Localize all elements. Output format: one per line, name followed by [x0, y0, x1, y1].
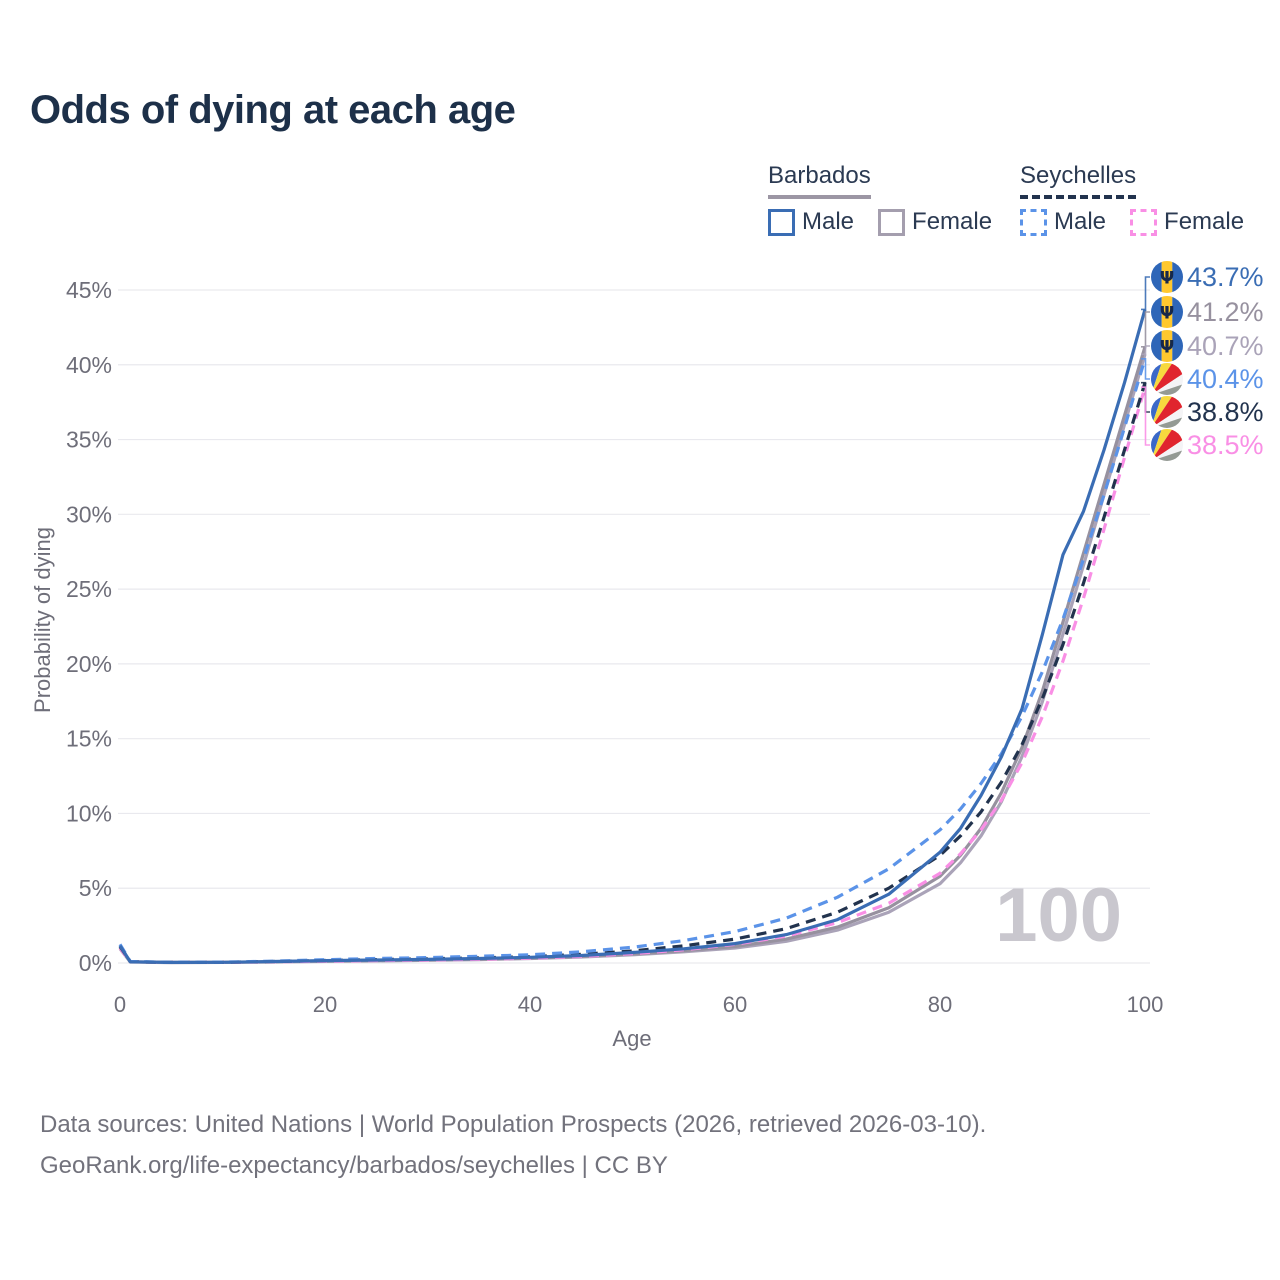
flag-icon-barbados: Ψ: [1151, 296, 1183, 328]
y-tick-label-20: 20%: [66, 651, 112, 677]
series-line-seychelles-male[interactable]: [118, 358, 1147, 964]
y-tick-label-40: 40%: [66, 352, 112, 378]
y-tick-label-45: 45%: [66, 277, 112, 303]
y-tick-label-30: 30%: [66, 501, 112, 527]
legend-item-seychelles-female[interactable]: Female: [1130, 208, 1244, 236]
x-axis-title: Age: [612, 1026, 652, 1051]
label-connector-seychelles-male: [1141, 358, 1150, 380]
svg-text:Ψ: Ψ: [1160, 269, 1174, 289]
legend-label-seychelles-male: Male: [1054, 208, 1107, 235]
checkbox-seychelles-female[interactable]: [1130, 208, 1158, 236]
legend-group-barbados: Barbados Male Female: [768, 162, 992, 236]
end-value-label-barbados-female: 40.7%: [1187, 331, 1264, 361]
page-title: Odds of dying at each age: [30, 88, 516, 132]
svg-text:Ψ: Ψ: [1160, 304, 1174, 324]
flag-icon-barbados: Ψ: [1151, 330, 1183, 362]
y-tick-label-0: 0%: [79, 950, 112, 976]
checkbox-barbados-male[interactable]: [768, 208, 795, 236]
x-tick-label-0: 0: [114, 992, 126, 1017]
label-connector-barbados-female: [1141, 345, 1150, 356]
legend-item-barbados-female[interactable]: Female: [878, 208, 992, 236]
end-value-label-barbados-total: 41.2%: [1187, 297, 1264, 327]
legend-group-seychelles: Seychelles Male Female: [1020, 162, 1244, 236]
series-line-barbados-male[interactable]: [118, 308, 1147, 964]
x-tick-label-40: 40: [518, 992, 542, 1017]
label-connector-barbados-total: [1141, 311, 1150, 348]
y-tick-label-35: 35%: [66, 427, 112, 453]
source-line-1: Data sources: United Nations | World Pop…: [40, 1111, 987, 1138]
flag-icon-barbados: Ψ: [1151, 261, 1183, 293]
x-tick-label-100: 100: [1127, 992, 1164, 1017]
flag-icon-seychelles: [1151, 363, 1183, 395]
y-tick-label-25: 25%: [66, 576, 112, 602]
end-value-label-seychelles-total: 38.8%: [1187, 397, 1264, 427]
end-value-label-seychelles-female: 38.5%: [1187, 430, 1264, 460]
x-tick-label-60: 60: [723, 992, 747, 1017]
flag-icon-seychelles: [1151, 396, 1183, 428]
checkbox-seychelles-male[interactable]: [1020, 208, 1047, 236]
legend-label-barbados-male: Male: [802, 208, 855, 235]
checkbox-barbados-female[interactable]: [878, 208, 906, 236]
series-line-seychelles-female[interactable]: [118, 386, 1147, 964]
legend-item-barbados-male[interactable]: Male: [768, 208, 854, 236]
series-line-seychelles-total[interactable]: [118, 382, 1147, 964]
y-tick-label-10: 10%: [66, 800, 112, 826]
y-tick-label-15: 15%: [66, 726, 112, 752]
y-tick-label-5: 5%: [79, 875, 112, 901]
source-footer: Data sources: United Nations | World Pop…: [40, 1104, 986, 1187]
legend-label-seychelles-female: Female: [1164, 208, 1245, 235]
legend-label-barbados-female: Female: [912, 208, 993, 235]
svg-text:Ψ: Ψ: [1160, 338, 1174, 358]
legend-item-seychelles-male[interactable]: Male: [1020, 208, 1106, 236]
end-value-label-barbados-male: 43.7%: [1187, 262, 1264, 292]
x-tick-label-80: 80: [928, 992, 952, 1017]
legend-country-seychelles[interactable]: Seychelles: [1020, 162, 1137, 199]
label-connector-barbados-male: [1141, 276, 1150, 311]
source-line-2: GeoRank.org/life-expectancy/barbados/sey…: [40, 1152, 668, 1180]
flag-icon-seychelles: [1151, 429, 1183, 461]
legend-country-barbados[interactable]: Barbados: [768, 162, 871, 199]
series-line-barbados-female[interactable]: [118, 353, 1147, 965]
hover-age-watermark: 100: [995, 873, 1122, 958]
y-axis-title: Probability of dying: [30, 527, 55, 713]
label-connector-seychelles-female: [1141, 386, 1150, 446]
x-tick-label-20: 20: [313, 992, 337, 1017]
end-value-label-seychelles-male: 40.4%: [1187, 364, 1264, 394]
